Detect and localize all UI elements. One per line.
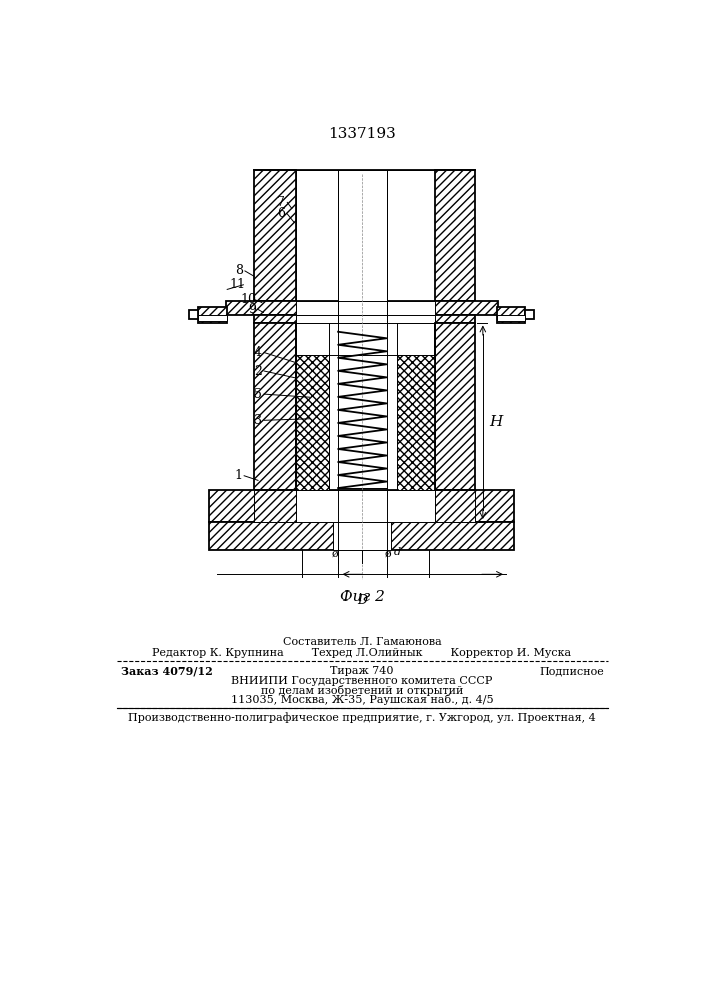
Text: 3: 3 (254, 414, 262, 427)
Text: 1: 1 (234, 469, 242, 482)
Bar (296, 355, 329, 490)
Bar (435, 323, 475, 490)
Text: 9: 9 (248, 303, 256, 316)
Bar (525, 310, 534, 319)
Text: 1337193: 1337193 (328, 127, 396, 141)
Bar (296, 170, 435, 301)
Text: ø: ø (385, 549, 392, 559)
Text: Производственно-полиграфическое предприятие, г. Ужгород, ул. Проектная, 4: Производственно-полиграфическое предприя… (128, 712, 596, 723)
Bar (497, 315, 525, 321)
Bar (338, 315, 387, 323)
Text: D: D (357, 594, 367, 607)
Bar (226, 301, 498, 315)
Bar (296, 323, 435, 490)
Bar (296, 490, 435, 522)
Text: H: H (489, 415, 502, 429)
Text: 10: 10 (240, 293, 256, 306)
Text: Тираж 740: Тираж 740 (330, 666, 394, 676)
Text: 2: 2 (254, 365, 262, 378)
Bar (435, 490, 475, 522)
Bar (198, 315, 227, 321)
Text: ø: ø (332, 549, 339, 559)
Bar (209, 490, 514, 522)
Bar (198, 307, 227, 323)
Bar (397, 355, 435, 490)
Text: по делам изобретений и открытий: по делам изобретений и открытий (261, 685, 463, 696)
Text: Заказ 4079/12: Заказ 4079/12 (121, 666, 213, 677)
Text: 113035, Москва, Ж-35, Раушская наб., д. 4/5: 113035, Москва, Ж-35, Раушская наб., д. … (230, 694, 493, 705)
Text: ВНИИПИ Государственного комитета СССР: ВНИИПИ Государственного комитета СССР (231, 676, 493, 686)
Bar (497, 307, 525, 323)
Text: d: d (394, 547, 401, 557)
Text: 7: 7 (277, 196, 285, 209)
Bar (209, 522, 514, 550)
Bar (254, 490, 296, 522)
Text: Составитель Л. Гамаюнова: Составитель Л. Гамаюнова (283, 637, 441, 647)
Text: 8: 8 (235, 264, 243, 277)
Bar (334, 522, 391, 550)
Bar (296, 315, 435, 323)
Bar (254, 170, 296, 301)
Bar (338, 301, 387, 315)
Bar (254, 323, 296, 490)
Text: 5: 5 (254, 388, 262, 401)
Bar (338, 170, 387, 301)
Text: 11: 11 (229, 278, 245, 291)
Text: Редактор К. Крупнина        Техред Л.Олийнык        Корректор И. Муска: Редактор К. Крупнина Техред Л.Олийнык Ко… (153, 648, 571, 658)
Text: 4: 4 (254, 346, 262, 359)
Text: Фиг 2: Фиг 2 (339, 590, 385, 604)
Bar (254, 315, 475, 323)
Bar (189, 310, 198, 319)
Text: 6: 6 (277, 207, 285, 220)
Bar (435, 170, 475, 301)
Text: Подписное: Подписное (539, 666, 604, 676)
Bar (296, 301, 435, 315)
